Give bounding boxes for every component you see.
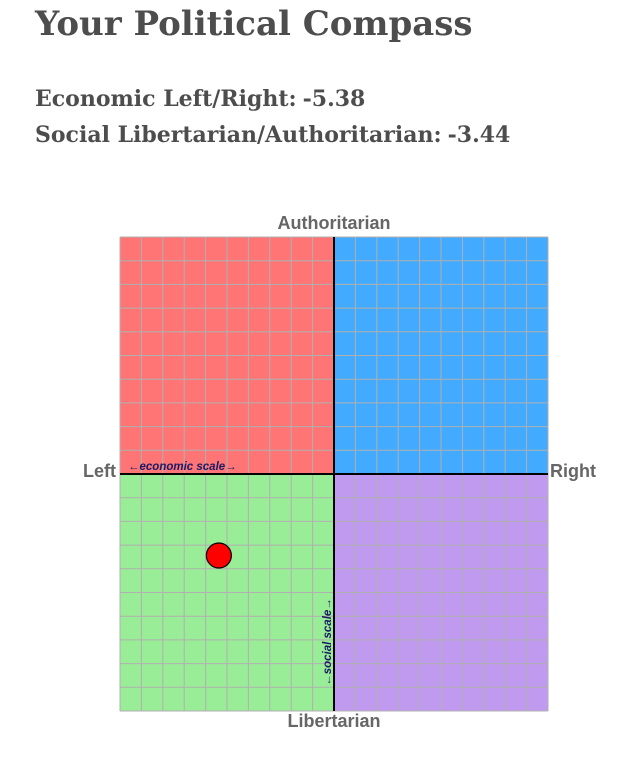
axis-label-top: Authoritarian [277, 213, 390, 233]
point-layer [205, 542, 232, 569]
axis-layer [120, 237, 548, 711]
label-layer: Authoritarian Libertarian Left Right ←ec… [83, 213, 596, 731]
economic-scale-label: ←economic scale→ [128, 461, 237, 473]
social-score-line: Social Libertarian/Authoritarian: -3.44 [35, 122, 510, 148]
position-marker-point [205, 542, 232, 569]
axis-label-bottom: Libertarian [287, 711, 380, 731]
social-score-value: -3.44 [447, 122, 511, 148]
social-scale-label: ←social scale→ [322, 598, 334, 686]
axis-label-left: Left [83, 461, 116, 481]
economic-score-value: -5.38 [302, 86, 366, 112]
economic-score-label: Economic Left/Right: [35, 86, 297, 112]
axis-label-right: Right [550, 461, 596, 481]
social-score-label: Social Libertarian/Authoritarian: [35, 122, 442, 148]
page-title: Your Political Compass [35, 4, 473, 44]
economic-score-line: Economic Left/Right: -5.38 [35, 86, 365, 112]
